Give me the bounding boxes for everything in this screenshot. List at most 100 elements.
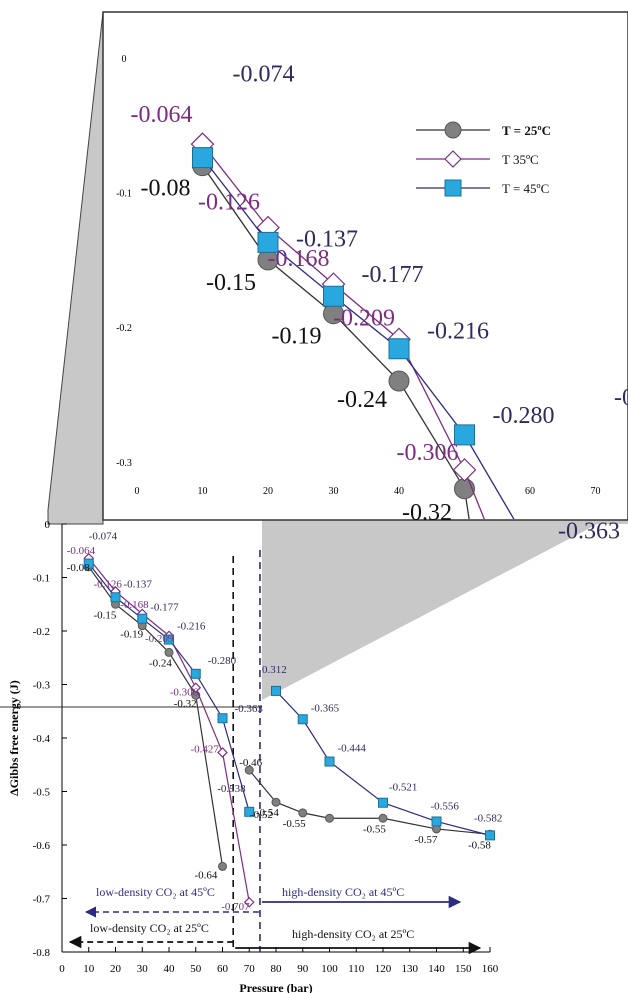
inset-point-diamond xyxy=(452,458,477,482)
inset-y-tick-label: -0.2 xyxy=(116,323,132,334)
legend-label: T 35ºC xyxy=(502,152,539,167)
data-label: -0.15 xyxy=(94,609,117,621)
inset-data-label: -0.177 xyxy=(362,262,424,288)
x-tick-label: 80 xyxy=(271,963,283,975)
data-label: -0.582 xyxy=(474,812,502,824)
point-circle xyxy=(271,797,281,807)
x-axis-title: Pressure (bar) xyxy=(239,981,312,993)
data-label: -0.074 xyxy=(89,531,118,543)
data-label: -0.707 xyxy=(221,901,250,913)
inset-y-tick-label: -0.1 xyxy=(116,189,132,200)
inset-data-label: -0.15 xyxy=(206,270,256,296)
inset-x-tick-label: 0 xyxy=(135,486,140,497)
data-label: -0.521 xyxy=(389,782,417,794)
data-label: -0.216 xyxy=(177,621,206,633)
y-tick-label: -0.2 xyxy=(33,626,50,638)
x-tick-label: 50 xyxy=(190,963,202,975)
x-tick-label: 120 xyxy=(375,963,392,975)
inset-x-tick-label: 30 xyxy=(329,486,339,497)
inset-y-tick-label: 0 xyxy=(122,54,127,65)
x-tick-label: 150 xyxy=(455,963,472,975)
legend-marker-diamond xyxy=(444,150,462,168)
inset-x-tick-label: 70 xyxy=(591,486,601,497)
point-square xyxy=(431,816,442,827)
inset-data-label: -0.306 xyxy=(397,440,459,466)
x-tick-label: 0 xyxy=(59,963,65,975)
data-label: 0.312 xyxy=(262,664,287,676)
zoom-cone-left xyxy=(47,11,104,525)
inset-point-square xyxy=(323,285,344,307)
inset-clipped-right-label: -0. xyxy=(614,385,628,411)
data-label: -0.209 xyxy=(145,633,174,645)
point-circle xyxy=(298,808,308,818)
main-plot: 0 10 20 30 40 50 60 70 80 90 100 110 120 130 140 150 160… xyxy=(0,519,502,993)
y-tick-label: -0.6 xyxy=(33,840,51,852)
data-label: -0.137 xyxy=(124,578,153,590)
point-square xyxy=(324,756,335,767)
point-square xyxy=(217,713,228,724)
y-tick-label: -0.4 xyxy=(33,733,51,745)
data-label: -0.08 xyxy=(67,562,90,574)
legend-label: T = 25ºC xyxy=(502,123,551,138)
y-axis-title: ΔGibbs free energy (J) xyxy=(7,680,21,796)
x-tick-label: 30 xyxy=(137,963,149,975)
data-label: -0.52 xyxy=(250,809,273,821)
legend-marker-circle xyxy=(444,121,462,139)
point-square xyxy=(137,613,148,624)
x-tick-label: 60 xyxy=(217,963,229,975)
inset-point-circle xyxy=(520,909,540,929)
data-label: -0.57 xyxy=(415,834,438,846)
point-circle xyxy=(325,813,334,823)
y-tick-label: 0 xyxy=(45,519,51,531)
inset-data-label: -0.19 xyxy=(272,324,322,350)
y-tick-label: -0.3 xyxy=(33,680,51,692)
point-square xyxy=(110,592,121,603)
inset-data-label: -0.216 xyxy=(427,319,489,345)
x-tick-label: 20 xyxy=(110,963,122,975)
inset-y-tick-label: -0.3 xyxy=(116,458,132,469)
inset-diamond-line xyxy=(201,143,485,519)
data-label: -0.538 xyxy=(217,783,246,795)
main-axes: 0 10 20 30 40 50 60 70 80 90 100 110 120 130 140 150 160… xyxy=(0,519,499,975)
low-density-25-label: low-density CO₂ at 25ºC xyxy=(90,921,209,935)
data-label: -0.306 xyxy=(170,687,199,699)
inset-data-label: -0.24 xyxy=(337,387,387,413)
inset-data-labels: -0.08-0.15-0.19-0.24-0.064-0.126-0.168-0… xyxy=(131,62,621,545)
point-square xyxy=(297,714,308,725)
low-density-45-label: low-density CO₂ at 45ºC xyxy=(96,885,215,899)
data-label: -0.54 xyxy=(256,807,279,819)
main-series xyxy=(83,552,495,908)
inset-point-circle xyxy=(388,370,410,392)
inset-plot: 0102030405060700-0.1-0.2-0.3 -0.08-0.15-… xyxy=(116,54,628,929)
inset-x-tick-label: 20 xyxy=(263,486,273,497)
data-label: -0.46 xyxy=(239,757,262,769)
inset-x-tick-label: 40 xyxy=(394,486,404,497)
x-tick-label: 70 xyxy=(244,963,256,975)
x-tick-label: 160 xyxy=(482,963,499,975)
point-square xyxy=(190,668,201,679)
inset-point-square xyxy=(192,147,213,169)
point-circle xyxy=(218,861,227,871)
data-label: -0.168 xyxy=(120,599,149,611)
data-label: -0.64 xyxy=(195,869,218,881)
inset-data-label: -0.280 xyxy=(493,403,555,429)
zoom-region xyxy=(262,508,628,700)
x-tick-label: 40 xyxy=(164,963,176,975)
data-label: -0.55 xyxy=(363,823,386,835)
point-square xyxy=(244,806,255,817)
data-label: -0.556 xyxy=(431,800,460,812)
data-label: -0.365 xyxy=(311,702,340,714)
inset-data-label: -0.126 xyxy=(198,190,260,216)
y-tick-label: -0.5 xyxy=(33,787,51,799)
point-square xyxy=(485,830,495,841)
point-square xyxy=(83,558,94,569)
point-diamond xyxy=(190,682,202,694)
main-data-labels: -0.08 -0.15-0.19 -0.24 -0.32 -0.64 -0.46 -0.54… xyxy=(67,531,503,914)
legend: T = 25ºC T 35ºC T = 45ºC xyxy=(416,121,551,197)
x-tick-label: 140 xyxy=(428,963,445,975)
high-density-45-label: high-density CO₂ at 45ºC xyxy=(282,885,404,899)
x-tick-label: 10 xyxy=(83,963,95,975)
x-tick-label: 90 xyxy=(297,963,309,975)
point-diamond xyxy=(243,896,255,908)
